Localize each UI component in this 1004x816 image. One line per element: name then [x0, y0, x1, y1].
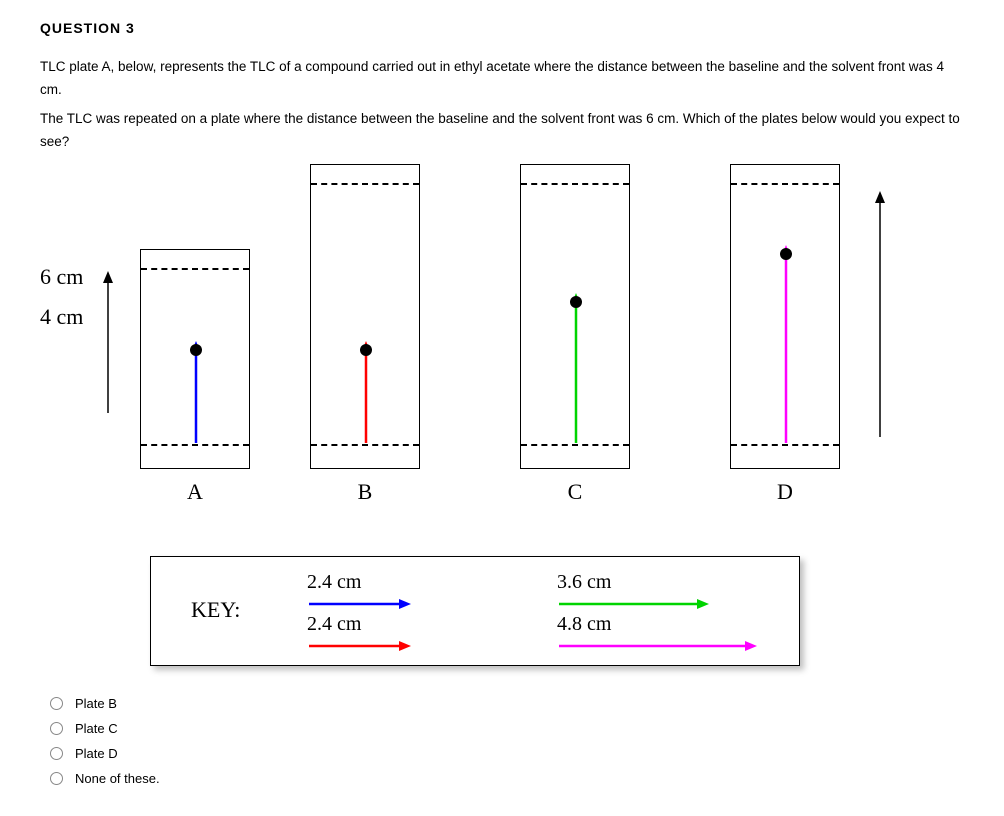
option-2[interactable]: Plate D — [50, 746, 964, 761]
spot-arrow — [776, 243, 796, 454]
key-arrow-label: 2.4 cm — [307, 571, 361, 594]
plate-d-rect — [730, 164, 840, 469]
left-dim-label: 4 cm — [40, 304, 83, 330]
option-label: Plate C — [75, 721, 118, 736]
radio-icon[interactable] — [50, 772, 63, 785]
solvent-front-line — [141, 268, 249, 270]
option-label: Plate B — [75, 696, 117, 711]
key-arrow-1: 2.4 cm — [301, 613, 413, 656]
spot-dot — [570, 296, 582, 308]
spot-dot — [780, 248, 792, 260]
solvent-front-line — [731, 183, 839, 185]
spot-arrow — [566, 291, 586, 454]
options-group: Plate B Plate C Plate D None of these. — [50, 696, 964, 786]
plate-b-rect — [310, 164, 420, 469]
plate-label-c: C — [568, 479, 583, 505]
key-arrow-svg — [301, 636, 413, 656]
option-label: None of these. — [75, 771, 160, 786]
right-dim-arrow — [870, 189, 890, 448]
plate-b: B — [310, 164, 420, 505]
key-box: KEY: 2.4 cm 2.4 cm 3.6 cm 4.8 cm — [150, 556, 800, 666]
question-title: QUESTION 3 — [40, 20, 964, 36]
key-arrow-3: 4.8 cm — [551, 613, 759, 656]
option-3[interactable]: None of these. — [50, 771, 964, 786]
question-text-1: TLC plate A, below, represents the TLC o… — [40, 56, 964, 102]
plate-a: A — [140, 249, 250, 505]
key-arrow-svg — [551, 636, 759, 656]
diagram-area: 4 cm 6 cm A B C D — [40, 164, 960, 544]
spot-arrow — [356, 339, 376, 454]
option-label: Plate D — [75, 746, 118, 761]
plate-label-a: A — [187, 479, 203, 505]
plate-a-rect — [140, 249, 250, 469]
plate-c: C — [520, 164, 630, 505]
key-arrow-label: 3.6 cm — [557, 571, 611, 594]
solvent-front-line — [311, 183, 419, 185]
radio-icon[interactable] — [50, 697, 63, 710]
right-dim-label: 6 cm — [40, 264, 83, 290]
plate-label-b: B — [358, 479, 373, 505]
key-arrow-svg — [301, 594, 413, 614]
plate-label-d: D — [777, 479, 793, 505]
option-0[interactable]: Plate B — [50, 696, 964, 711]
radio-icon[interactable] — [50, 722, 63, 735]
plate-c-rect — [520, 164, 630, 469]
key-arrow-0: 2.4 cm — [301, 571, 413, 614]
spot-arrow — [186, 339, 206, 454]
key-arrow-svg — [551, 594, 711, 614]
key-arrow-2: 3.6 cm — [551, 571, 711, 614]
left-dim-arrow — [98, 269, 118, 424]
key-arrow-label: 4.8 cm — [557, 613, 611, 636]
radio-icon[interactable] — [50, 747, 63, 760]
spot-dot — [360, 344, 372, 356]
key-arrow-label: 2.4 cm — [307, 613, 361, 636]
spot-dot — [190, 344, 202, 356]
plate-d: D — [730, 164, 840, 505]
key-label: KEY: — [191, 597, 240, 623]
question-text-2: The TLC was repeated on a plate where th… — [40, 108, 964, 154]
solvent-front-line — [521, 183, 629, 185]
option-1[interactable]: Plate C — [50, 721, 964, 736]
